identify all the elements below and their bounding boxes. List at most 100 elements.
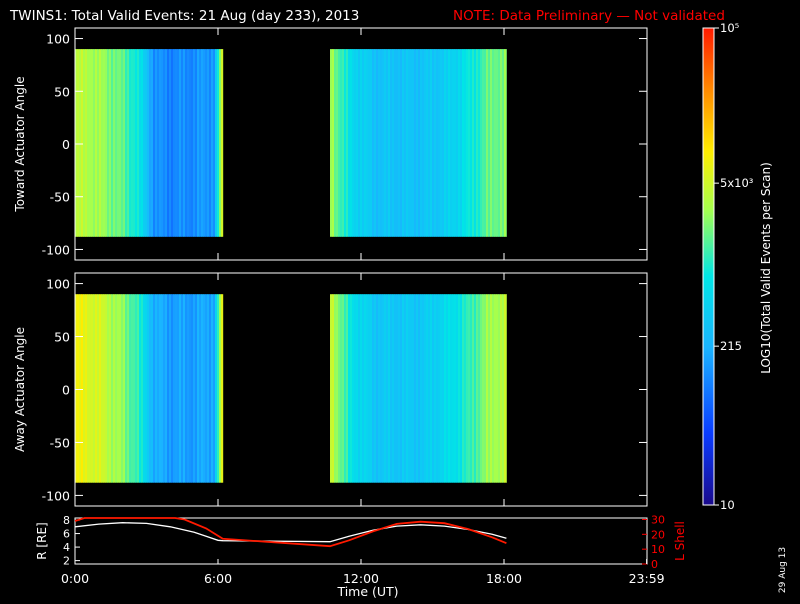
- heat-cell: [394, 294, 397, 483]
- heat-cell: [137, 294, 140, 483]
- heat-cell: [412, 49, 415, 237]
- heat-cell: [115, 49, 118, 237]
- colorbar: 10⁵ 5x10³ 215 10 LOG10(Total Valid Events p…: [702, 21, 773, 512]
- heat-cell: [97, 294, 100, 483]
- heat-cell: [404, 294, 407, 483]
- heat-cell: [129, 49, 132, 237]
- heat-cell: [207, 49, 210, 237]
- toward-panel: 100 50 0 -50 -100 Toward Actuator Angle: [13, 27, 648, 261]
- heat-cell: [376, 294, 379, 483]
- heat-cell: [496, 49, 499, 237]
- heat-cell: [173, 294, 176, 483]
- heat-cell: [330, 294, 333, 483]
- heat-cell: [450, 49, 453, 237]
- heat-cell: [478, 49, 481, 237]
- heat-cell: [392, 49, 395, 237]
- heat-cell: [462, 49, 465, 237]
- heat-cell: [159, 294, 162, 483]
- heat-cell: [133, 49, 136, 237]
- heat-cell: [169, 294, 172, 483]
- heat-cell: [157, 294, 160, 483]
- heat-cell: [217, 49, 220, 237]
- heat-cell: [476, 49, 479, 237]
- heat-cell: [85, 49, 88, 237]
- heat-cell: [121, 294, 124, 483]
- y-tick-label: 2: [63, 555, 70, 568]
- y-tick-label: -50: [50, 190, 70, 205]
- x-tick-label: 18:00: [486, 571, 522, 586]
- heat-cell: [165, 49, 168, 237]
- heat-cell: [177, 49, 180, 237]
- heat-cell: [406, 294, 409, 483]
- heat-cell: [95, 294, 98, 483]
- heat-cell: [173, 49, 176, 237]
- y-tick-label: 8: [63, 514, 70, 527]
- heat-cell: [352, 294, 355, 483]
- heat-cell: [207, 294, 210, 483]
- heat-cell: [358, 49, 361, 237]
- heat-cell: [488, 294, 491, 483]
- heat-cell: [410, 49, 413, 237]
- heat-cell: [201, 49, 204, 237]
- heat-cell: [348, 294, 351, 483]
- heat-cell: [380, 294, 383, 483]
- colorbar-tick-label: 10: [720, 498, 735, 512]
- heat-cell: [502, 294, 505, 483]
- heat-cell: [163, 49, 166, 237]
- heat-cell: [494, 294, 497, 483]
- y-tick-label: 0: [62, 383, 70, 398]
- heat-cell: [342, 294, 345, 483]
- colorbar-label: LOG10(Total Valid Events per Scan): [759, 162, 773, 374]
- heat-cell: [147, 294, 150, 483]
- heat-cell: [374, 49, 377, 237]
- away-panel: 100 50 0 -50 -100 Away Actuator Angle: [13, 272, 648, 507]
- y2-tick-label: 0: [651, 558, 658, 571]
- y-tick-label: -100: [42, 242, 70, 257]
- heat-cell: [79, 294, 82, 483]
- y-tick-label: 4: [63, 541, 70, 554]
- heat-cell: [366, 294, 369, 483]
- heat-cell: [344, 294, 347, 483]
- heat-cell: [364, 49, 367, 237]
- heat-cell: [175, 49, 178, 237]
- heat-cell: [374, 294, 377, 483]
- heat-cell: [77, 49, 80, 237]
- heat-cell: [344, 49, 347, 237]
- heat-cell: [468, 49, 471, 237]
- y-tick-label: 6: [63, 528, 70, 541]
- heat-cell: [350, 294, 353, 483]
- heat-cell: [426, 294, 429, 483]
- heat-cell: [486, 49, 489, 237]
- heat-cell: [191, 49, 194, 237]
- heat-cell: [456, 294, 459, 483]
- heat-cell: [490, 49, 493, 237]
- heat-cell: [185, 294, 188, 483]
- heat-cell: [161, 294, 164, 483]
- heat-cell: [480, 294, 483, 483]
- heat-cell: [430, 294, 433, 483]
- x-tick-label: 0:00: [61, 571, 89, 586]
- heat-cell: [488, 49, 491, 237]
- heat-cell: [111, 294, 114, 483]
- heat-cell: [101, 294, 104, 483]
- heat-cell: [472, 294, 475, 483]
- y-axis-title: Away Actuator Angle: [13, 327, 27, 452]
- heat-cell: [400, 294, 403, 483]
- heat-cell: [155, 294, 158, 483]
- heat-cell: [406, 49, 409, 237]
- heat-cell: [113, 49, 116, 237]
- heat-cell: [336, 49, 339, 237]
- heat-cell: [155, 49, 158, 237]
- heat-cell: [380, 49, 383, 237]
- heat-cell: [392, 294, 395, 483]
- heat-cell: [191, 294, 194, 483]
- heat-cell: [444, 49, 447, 237]
- heat-cell: [129, 294, 132, 483]
- heat-cell: [376, 49, 379, 237]
- heat-cell: [442, 294, 445, 483]
- heat-cell: [187, 294, 190, 483]
- heat-cell: [422, 294, 425, 483]
- heat-cell: [500, 49, 503, 237]
- heat-cell: [436, 49, 439, 237]
- heat-cell: [416, 49, 419, 237]
